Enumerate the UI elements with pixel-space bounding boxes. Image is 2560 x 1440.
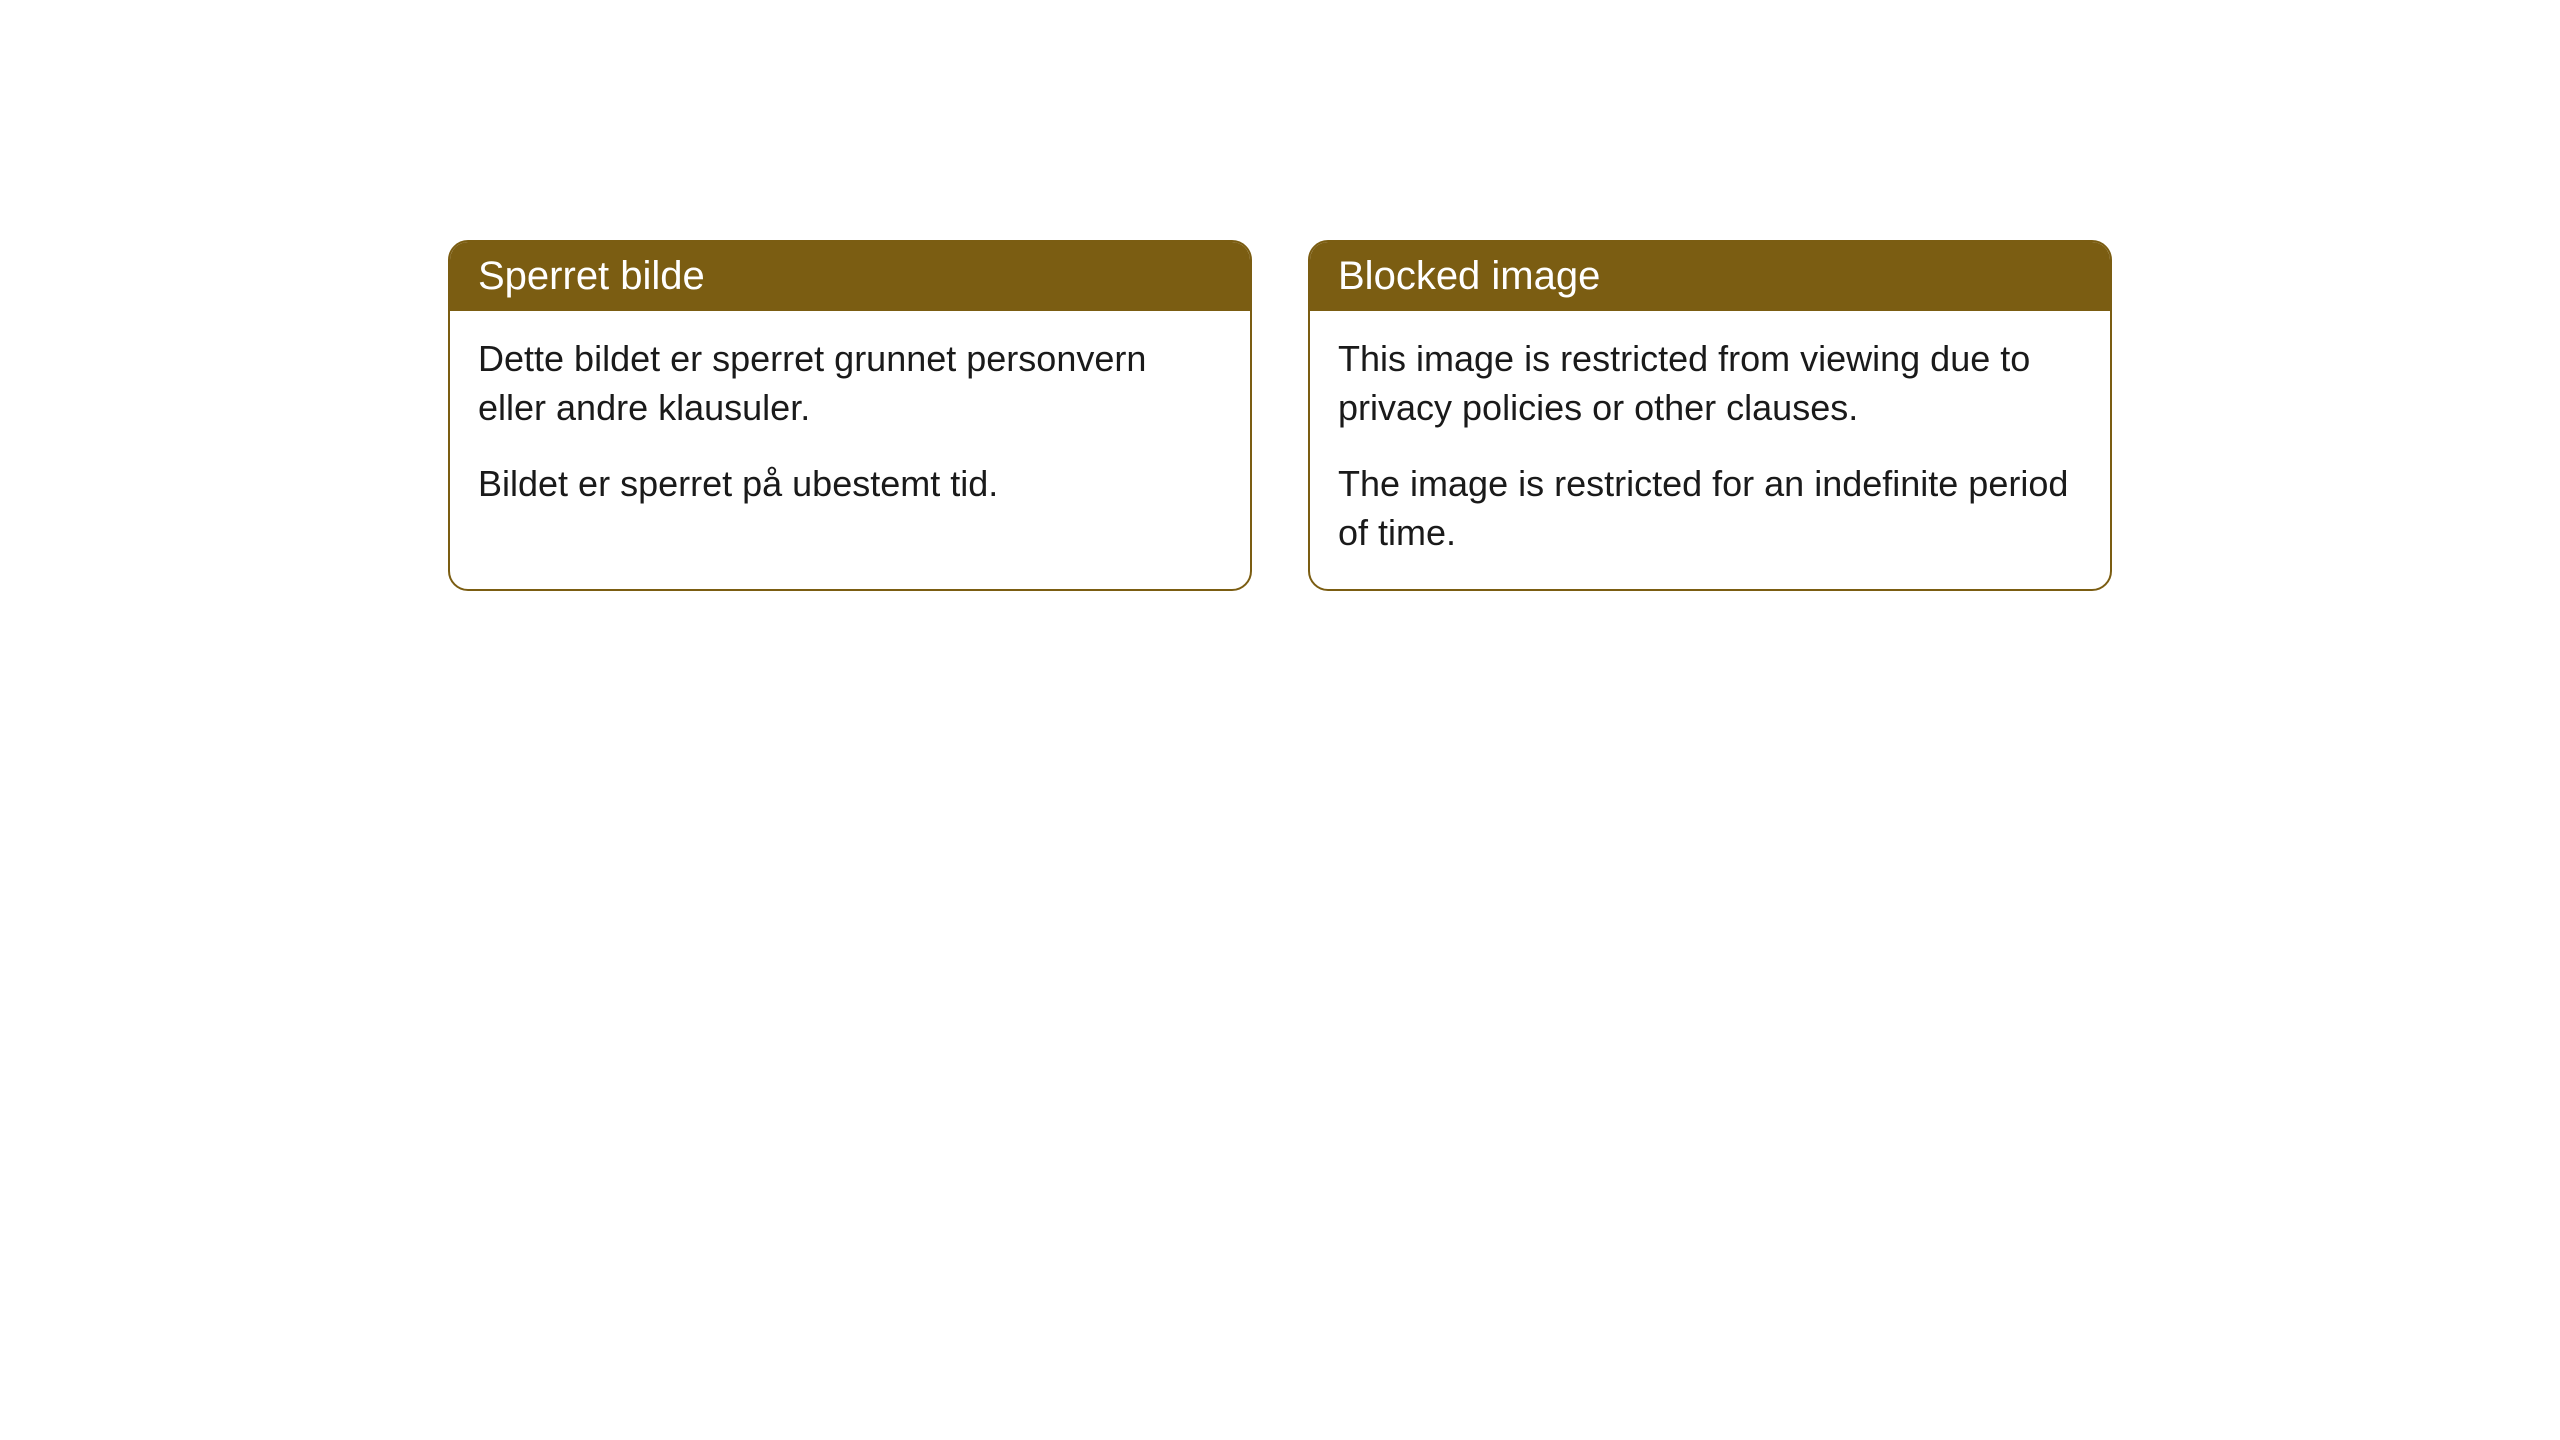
blocked-image-card-no: Sperret bilde Dette bildet er sperret gr…: [448, 240, 1252, 591]
blocked-image-card-en: Blocked image This image is restricted f…: [1308, 240, 2112, 591]
card-body-en: This image is restricted from viewing du…: [1310, 311, 2110, 589]
card-paragraph-no-1: Dette bildet er sperret grunnet personve…: [478, 335, 1222, 432]
card-header-no: Sperret bilde: [450, 242, 1250, 311]
card-title-no: Sperret bilde: [478, 254, 705, 298]
card-paragraph-no-2: Bildet er sperret på ubestemt tid.: [478, 460, 1222, 509]
card-paragraph-en-2: The image is restricted for an indefinit…: [1338, 460, 2082, 557]
card-header-en: Blocked image: [1310, 242, 2110, 311]
card-title-en: Blocked image: [1338, 254, 1600, 298]
card-paragraph-en-1: This image is restricted from viewing du…: [1338, 335, 2082, 432]
cards-container: Sperret bilde Dette bildet er sperret gr…: [0, 0, 2560, 591]
card-body-no: Dette bildet er sperret grunnet personve…: [450, 311, 1250, 541]
